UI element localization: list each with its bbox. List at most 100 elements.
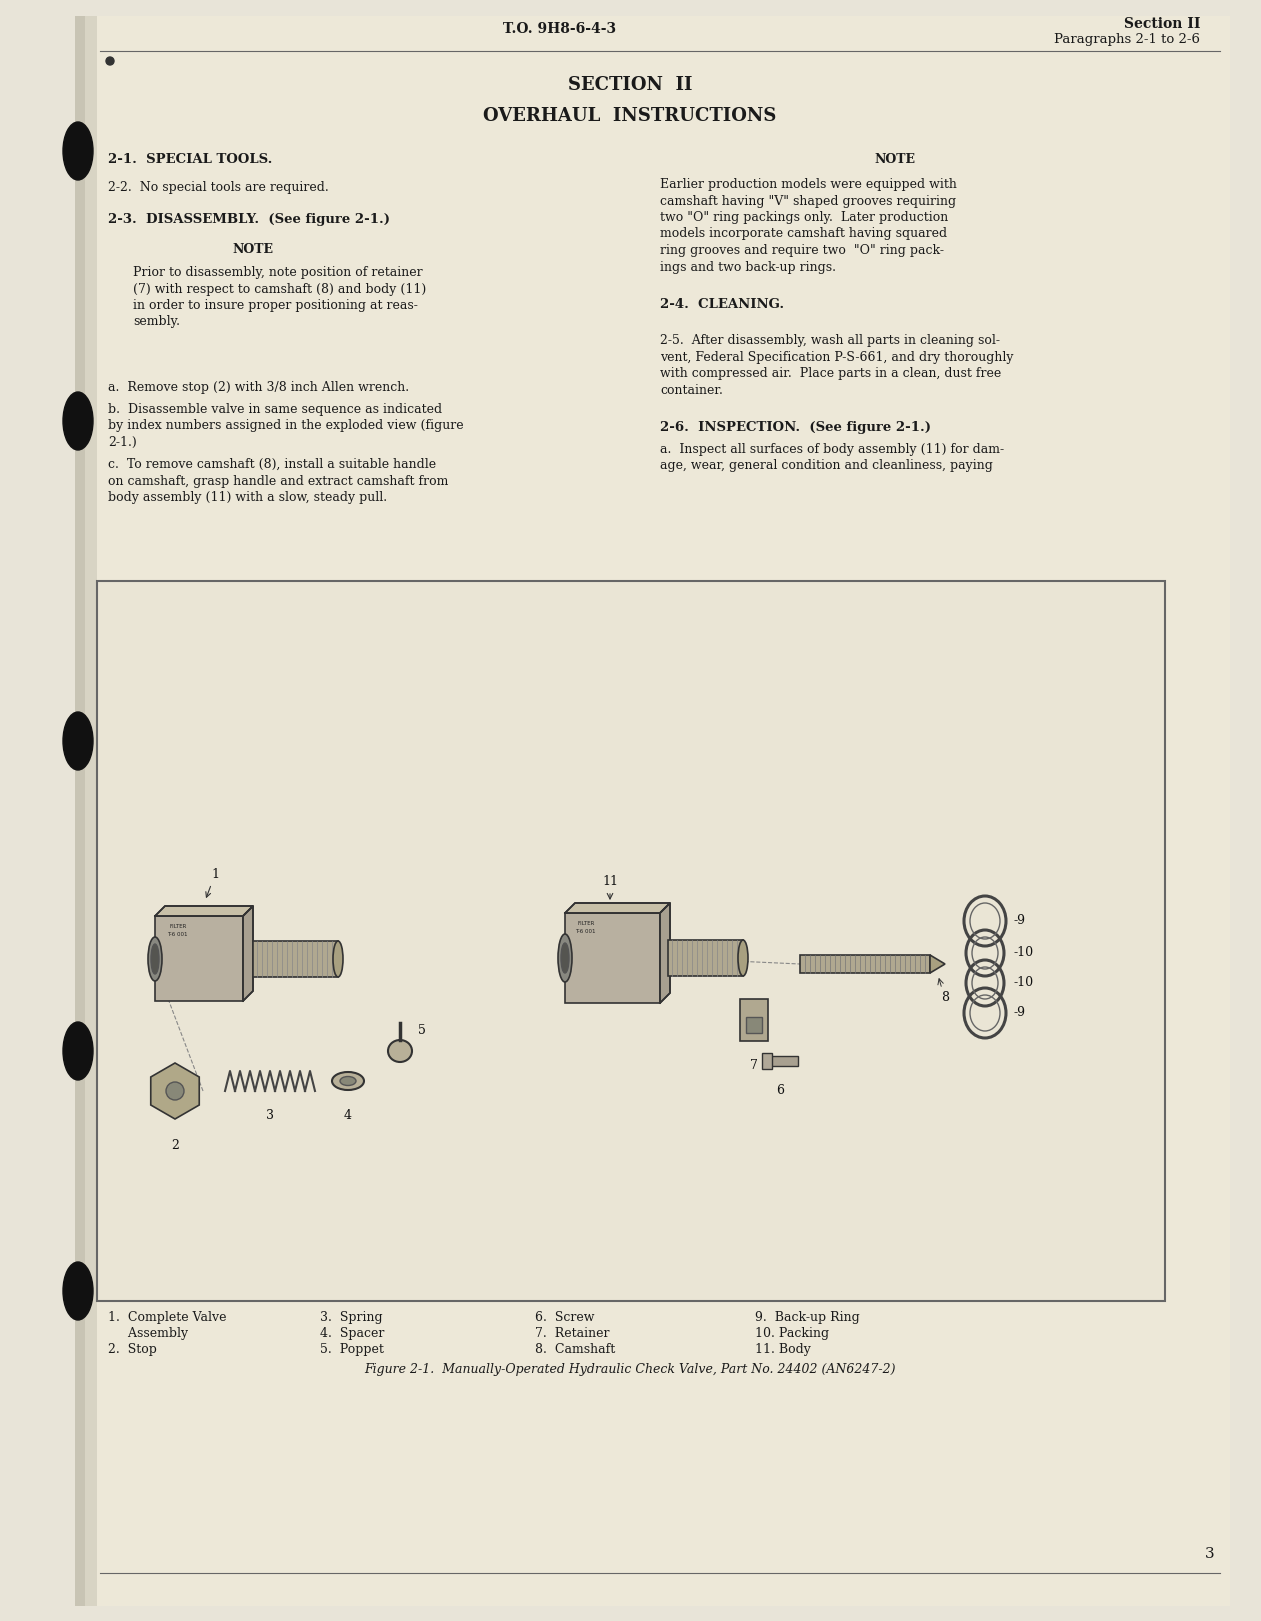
Text: Figure 2-1.  Manually-Operated Hydraulic Check Valve, Part No. 24402 (AN6247-2): Figure 2-1. Manually-Operated Hydraulic … [364, 1363, 895, 1376]
Text: 5: 5 [417, 1024, 426, 1037]
Text: -9: -9 [1013, 1007, 1025, 1020]
Text: vent, Federal Specification P-S-661, and dry thoroughly: vent, Federal Specification P-S-661, and… [660, 350, 1014, 363]
Text: 4: 4 [344, 1109, 352, 1122]
Text: 7.  Retainer: 7. Retainer [535, 1328, 609, 1341]
Bar [74, 16, 97, 1606]
Polygon shape [243, 906, 253, 1002]
Bar [668, 940, 743, 976]
Text: by index numbers assigned in the exploded view (figure: by index numbers assigned in the explode… [108, 420, 464, 433]
Text: FILTER: FILTER [578, 921, 594, 926]
Text: Paragraphs 2-1 to 2-6: Paragraphs 2-1 to 2-6 [1054, 34, 1200, 47]
Text: NOTE: NOTE [232, 243, 274, 256]
Ellipse shape [106, 57, 113, 65]
Text: camshaft having "V" shaped grooves requiring: camshaft having "V" shaped grooves requi… [660, 195, 956, 207]
Text: 6.  Screw: 6. Screw [535, 1311, 594, 1324]
Text: 2-1.): 2-1.) [108, 436, 136, 449]
Ellipse shape [151, 943, 159, 974]
Text: in order to insure proper positioning at reas-: in order to insure proper positioning at… [132, 298, 417, 311]
Text: T.O. 9H8-6-4-3: T.O. 9H8-6-4-3 [503, 23, 617, 36]
Text: -10: -10 [1013, 947, 1033, 960]
Text: FILTER: FILTER [170, 924, 188, 929]
Text: 1: 1 [206, 867, 219, 898]
Text: 2-3.  DISASSEMBLY.  (See figure 2-1.): 2-3. DISASSEMBLY. (See figure 2-1.) [108, 212, 390, 225]
Ellipse shape [559, 934, 572, 982]
Text: T-6 001: T-6 001 [575, 929, 595, 934]
Ellipse shape [332, 1071, 364, 1089]
Bar [740, 999, 768, 1041]
Text: 8: 8 [941, 990, 950, 1003]
Text: 1.  Complete Valve: 1. Complete Valve [108, 1311, 227, 1324]
Text: 2: 2 [171, 1140, 179, 1153]
Polygon shape [660, 903, 670, 1003]
Text: 9.  Back-up Ring: 9. Back-up Ring [755, 1311, 860, 1324]
Ellipse shape [148, 937, 161, 981]
Text: 11: 11 [601, 875, 618, 888]
Polygon shape [151, 1063, 199, 1118]
Ellipse shape [166, 1081, 184, 1101]
Text: 3: 3 [266, 1109, 274, 1122]
Ellipse shape [388, 1041, 412, 1062]
Text: two "O" ring packings only.  Later production: two "O" ring packings only. Later produc… [660, 211, 948, 224]
Text: a.  Remove stop (2) with 3/8 inch Allen wrench.: a. Remove stop (2) with 3/8 inch Allen w… [108, 381, 409, 394]
Text: 2-4.  CLEANING.: 2-4. CLEANING. [660, 298, 784, 311]
Text: 2-6.  INSPECTION.  (See figure 2-1.): 2-6. INSPECTION. (See figure 2-1.) [660, 421, 931, 434]
Text: Section II: Section II [1124, 16, 1200, 31]
Ellipse shape [340, 1076, 356, 1086]
Text: 3: 3 [1206, 1546, 1216, 1561]
Bar [155, 916, 243, 1002]
Bar [253, 942, 338, 977]
Bar [762, 1054, 772, 1068]
Ellipse shape [63, 1021, 93, 1080]
Text: 2-2.  No special tools are required.: 2-2. No special tools are required. [108, 182, 329, 195]
Text: 8.  Camshaft: 8. Camshaft [535, 1344, 615, 1357]
Bar [74, 16, 84, 1606]
Text: 11. Body: 11. Body [755, 1344, 811, 1357]
Polygon shape [931, 955, 944, 973]
Text: b.  Disassemble valve in same sequence as indicated: b. Disassemble valve in same sequence as… [108, 404, 443, 417]
Text: 2.  Stop: 2. Stop [108, 1344, 156, 1357]
Ellipse shape [63, 712, 93, 770]
Text: -9: -9 [1013, 914, 1025, 927]
Text: 3.  Spring: 3. Spring [320, 1311, 382, 1324]
Text: 6: 6 [776, 1084, 784, 1097]
Text: ings and two back-up rings.: ings and two back-up rings. [660, 261, 836, 274]
Text: -10: -10 [1013, 976, 1033, 989]
Text: OVERHAUL  INSTRUCTIONS: OVERHAUL INSTRUCTIONS [483, 107, 777, 125]
Bar [97, 580, 1165, 1302]
Text: 5.  Poppet: 5. Poppet [320, 1344, 383, 1357]
Text: sembly.: sembly. [132, 316, 180, 329]
Text: 10. Packing: 10. Packing [755, 1328, 830, 1341]
Text: c.  To remove camshaft (8), install a suitable handle: c. To remove camshaft (8), install a sui… [108, 459, 436, 472]
Ellipse shape [738, 940, 748, 976]
Text: age, wear, general condition and cleanliness, paying: age, wear, general condition and cleanli… [660, 459, 992, 472]
Polygon shape [565, 903, 670, 913]
Text: container.: container. [660, 384, 723, 397]
Text: T-6 001: T-6 001 [166, 932, 188, 937]
Text: 2-1.  SPECIAL TOOLS.: 2-1. SPECIAL TOOLS. [108, 152, 272, 165]
Text: Prior to disassembly, note position of retainer: Prior to disassembly, note position of r… [132, 266, 422, 279]
Text: Assembly: Assembly [108, 1328, 188, 1341]
Text: with compressed air.  Place parts in a clean, dust free: with compressed air. Place parts in a cl… [660, 366, 1001, 379]
Polygon shape [155, 906, 253, 916]
Text: a.  Inspect all surfaces of body assembly (11) for dam-: a. Inspect all surfaces of body assembly… [660, 443, 1004, 456]
Ellipse shape [63, 392, 93, 451]
Bar [770, 1055, 798, 1067]
Text: body assembly (11) with a slow, steady pull.: body assembly (11) with a slow, steady p… [108, 491, 387, 504]
Ellipse shape [333, 942, 343, 977]
Text: 2-5.  After disassembly, wash all parts in cleaning sol-: 2-5. After disassembly, wash all parts i… [660, 334, 1000, 347]
Text: 7: 7 [750, 1059, 758, 1071]
Text: (7) with respect to camshaft (8) and body (11): (7) with respect to camshaft (8) and bod… [132, 282, 426, 295]
Ellipse shape [63, 122, 93, 180]
Bar [565, 913, 660, 1003]
Bar [747, 1016, 762, 1033]
Text: 4.  Spacer: 4. Spacer [320, 1328, 385, 1341]
Text: ring grooves and require two  "O" ring pack-: ring grooves and require two "O" ring pa… [660, 245, 944, 258]
Ellipse shape [561, 943, 569, 973]
Ellipse shape [63, 1263, 93, 1319]
Text: SECTION  II: SECTION II [567, 76, 692, 94]
Text: models incorporate camshaft having squared: models incorporate camshaft having squar… [660, 227, 947, 240]
Text: on camshaft, grasp handle and extract camshaft from: on camshaft, grasp handle and extract ca… [108, 475, 449, 488]
Bar [799, 955, 931, 973]
Text: Earlier production models were equipped with: Earlier production models were equipped … [660, 178, 957, 191]
Text: NOTE: NOTE [874, 152, 915, 165]
